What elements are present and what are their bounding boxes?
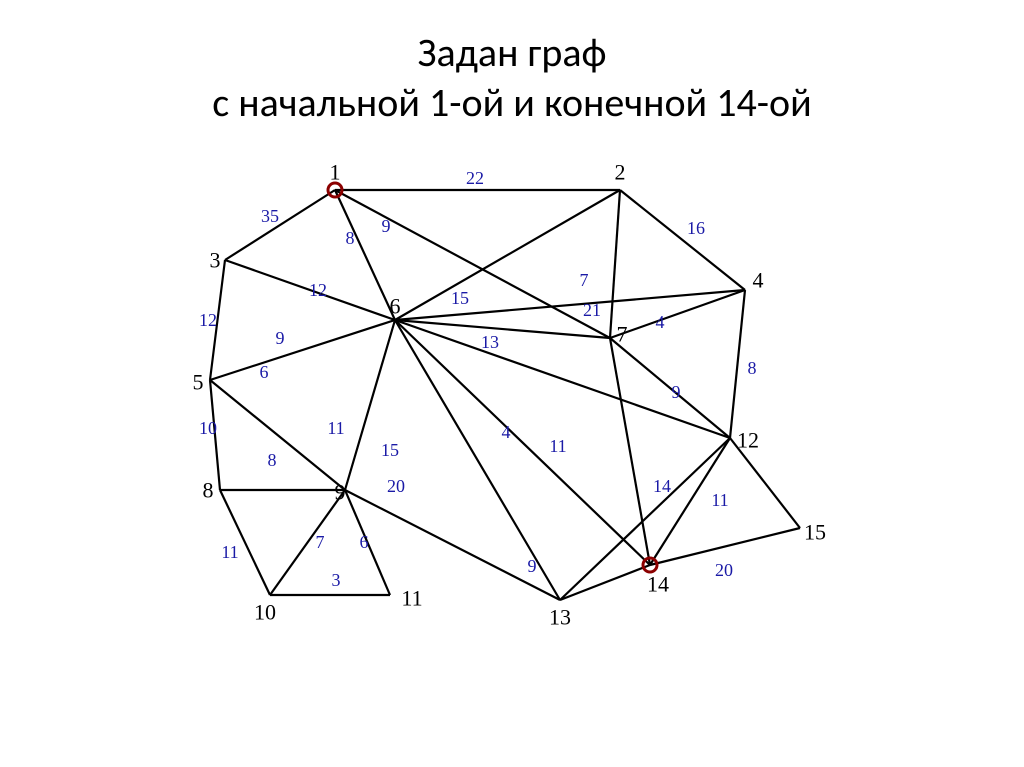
weight-6-9: 11 <box>327 418 344 438</box>
node-label-15: 15 <box>804 520 826 545</box>
weight-12-15: 11 <box>711 490 728 510</box>
weight-2-7: 21 <box>583 300 601 320</box>
edge-6-14 <box>395 320 650 565</box>
weight-4-7: 4 <box>656 312 665 332</box>
node-label-3: 3 <box>210 248 221 273</box>
weight-5-9: 6 <box>260 362 269 382</box>
weight-3-5: 12 <box>199 310 217 330</box>
edge-2-7 <box>610 190 620 338</box>
weight-6-13: 20 <box>387 476 405 496</box>
edge-13-14 <box>560 565 650 600</box>
weight-6-14: 15 <box>381 440 399 460</box>
edge-12-13 <box>560 438 730 600</box>
node-label-12: 12 <box>737 428 759 453</box>
graph-diagram: 2235891615211212748910613114201591181176… <box>160 150 864 670</box>
edge-7-12 <box>610 338 730 438</box>
node-label-14: 14 <box>647 572 669 597</box>
weight-3-6: 12 <box>309 280 327 300</box>
weight-14-15: 20 <box>715 560 733 580</box>
edge-5-6 <box>210 320 395 380</box>
weight-1-7: 9 <box>382 216 391 236</box>
node-label-2: 2 <box>615 160 626 185</box>
edges <box>210 190 800 600</box>
node-label-4: 4 <box>753 268 764 293</box>
page-title: Задан граф с начальной 1-ой и конечной 1… <box>0 28 1024 128</box>
edge-1-3 <box>225 190 335 260</box>
title-line-1: Задан граф <box>418 28 607 77</box>
weight-7-14: 11 <box>549 436 566 456</box>
weight-12-13: 14 <box>653 476 671 496</box>
edge-1-7 <box>335 190 610 338</box>
edge-5-9 <box>210 380 345 490</box>
weight-4-12: 8 <box>748 358 757 378</box>
edge-6-12 <box>395 320 730 438</box>
weight-10-11: 3 <box>332 570 341 590</box>
node-label-13: 13 <box>549 605 571 630</box>
weight-4-6: 7 <box>580 270 589 290</box>
node-label-5: 5 <box>193 370 204 395</box>
weight-9-11: 6 <box>360 532 369 552</box>
node-label-8: 8 <box>203 478 214 503</box>
weight-1-2: 22 <box>466 168 484 188</box>
edge-4-12 <box>730 290 745 438</box>
node-label-10: 10 <box>254 600 276 625</box>
weight-2-4: 16 <box>687 218 705 238</box>
node-label-6: 6 <box>390 294 401 319</box>
weight-1-6: 8 <box>346 228 355 248</box>
weight-5-8: 10 <box>199 418 217 438</box>
edge-6-9 <box>345 320 395 490</box>
weight-8-9: 8 <box>268 450 277 470</box>
edge-6-7 <box>395 320 610 338</box>
weight-9-13: 9 <box>528 556 537 576</box>
weight-5-6: 9 <box>276 328 285 348</box>
weight-8-10: 11 <box>221 542 238 562</box>
node-label-7: 7 <box>617 322 628 347</box>
edge-4-7 <box>610 290 745 338</box>
node-label-11: 11 <box>401 586 422 611</box>
weight-6-7: 13 <box>481 332 499 352</box>
weight-6-12: 4 <box>502 422 511 442</box>
node-labels: 123456789101112131415 <box>193 160 827 630</box>
graph-svg: 2235891615211212748910613114201591181176… <box>160 150 864 670</box>
edge-1-6 <box>335 190 395 320</box>
weight-9-10: 7 <box>316 532 325 552</box>
weight-7-12: 9 <box>672 382 681 402</box>
node-label-1: 1 <box>330 160 341 185</box>
edge-2-4 <box>620 190 745 290</box>
title-line-2: с начальной 1-ой и конечной 14-ой <box>212 78 811 127</box>
node-label-9: 9 <box>335 480 346 505</box>
weight-1-3: 35 <box>261 206 279 226</box>
weight-2-6: 15 <box>451 288 469 308</box>
